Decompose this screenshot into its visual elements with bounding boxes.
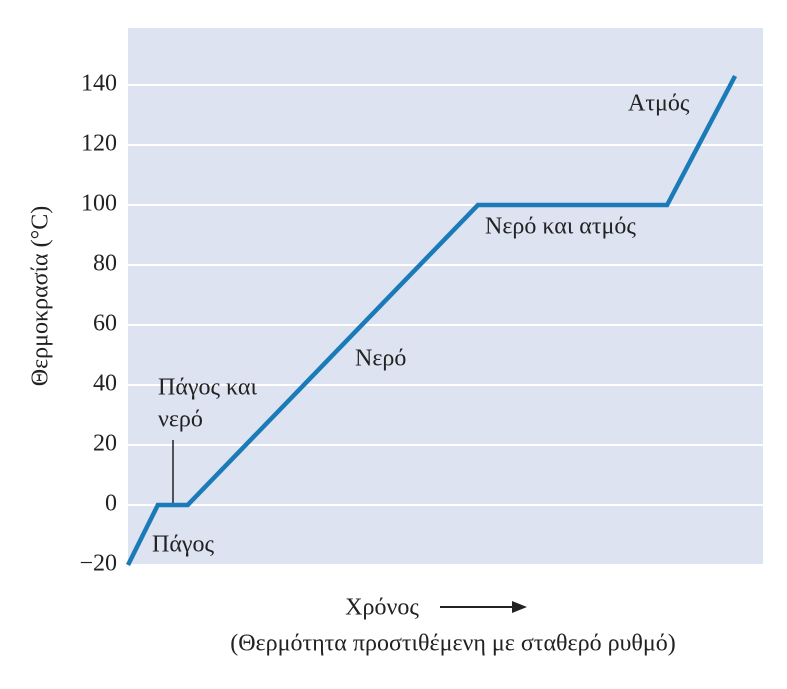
data-line [125,74,738,567]
subtitle: (Θερμότητα προστιθέμενη με σταθερό ρυθμό… [230,631,676,657]
annotation: Νερό [355,346,406,372]
plot-area [128,28,763,565]
y-tick-label: 140 [81,71,117,97]
y-tick-label: 60 [93,311,117,337]
y-tick-label: 100 [81,191,117,217]
y-tick-label: 40 [93,371,117,397]
arrow-head [512,601,527,613]
y-axis-label: Θερμοκρασία (°C) [28,206,54,386]
annotation: νερό [158,407,203,433]
y-tick-label: −20 [79,551,117,577]
x-axis-label: Χρόνος [345,595,419,621]
annotation: Νερό και ατμός [485,214,636,240]
y-tick-label: 0 [105,491,117,517]
annotation: Πάγος [152,532,215,558]
y-tick-label: 120 [81,131,117,157]
y-tick-label: 80 [93,251,117,277]
y-tick-label: 20 [93,431,117,457]
annotation: Ατμός [628,91,690,117]
annotation: Πάγος και [158,375,257,401]
